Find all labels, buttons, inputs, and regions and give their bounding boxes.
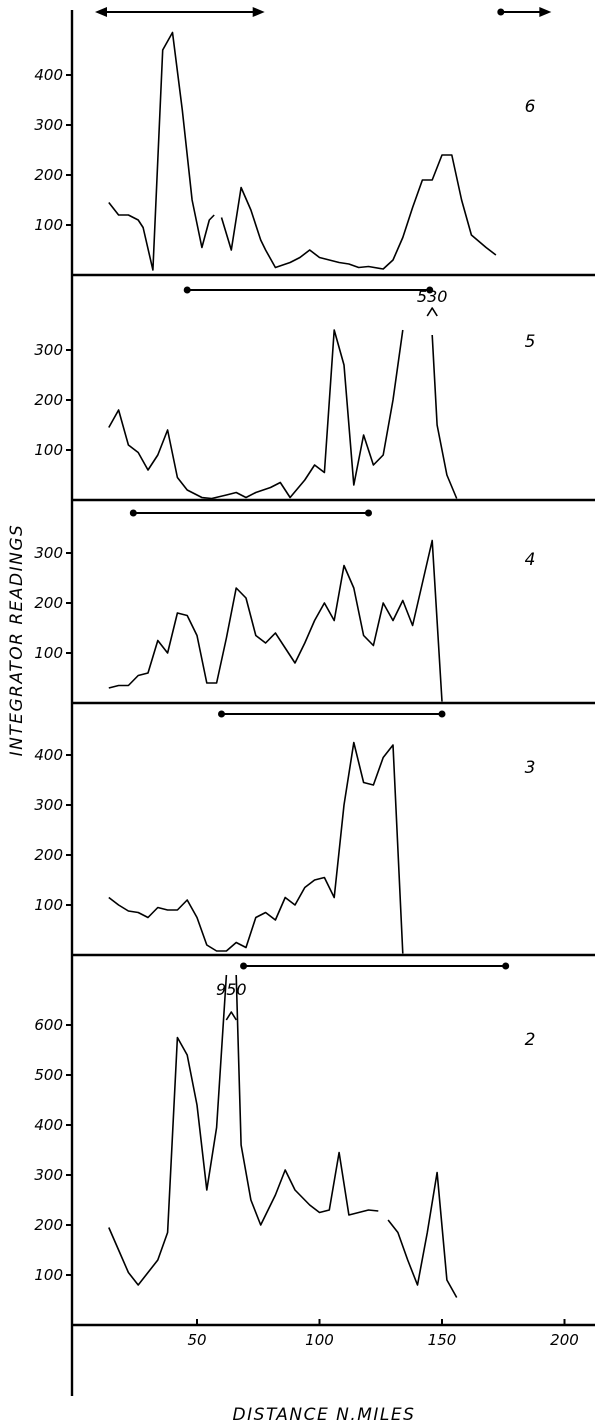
panel-3: 100 200 300 400 3 bbox=[34, 710, 595, 957]
y-tick-label: 100 bbox=[34, 216, 63, 234]
y-tick-label: 300 bbox=[34, 796, 63, 814]
panel-4: 100 200 300 4 bbox=[34, 509, 595, 705]
y-tick-label: 200 bbox=[34, 594, 63, 612]
range-bar-dot bbox=[365, 509, 372, 517]
y-tick-label: 600 bbox=[34, 1016, 63, 1034]
y-tick-label: 100 bbox=[34, 441, 63, 459]
x-tick-label: 50 bbox=[187, 1331, 206, 1349]
panel-5-series-segment bbox=[431, 334, 458, 499]
panel-label: 2 bbox=[525, 1030, 536, 1050]
y-axis-title: INTEGRATOR READINGS bbox=[7, 524, 27, 757]
panel-label: 6 bbox=[525, 97, 536, 117]
range-bar bbox=[218, 710, 446, 718]
y-tick-label: 500 bbox=[34, 1066, 63, 1084]
panel-6-series-segment bbox=[108, 31, 215, 271]
y-tick-label: 100 bbox=[34, 1266, 63, 1284]
arrow-right-icon bbox=[539, 7, 552, 17]
panel-label: 4 bbox=[525, 550, 536, 570]
y-tick-label: 400 bbox=[34, 1116, 63, 1134]
range-bar bbox=[240, 962, 510, 970]
peak-caret-icon bbox=[225, 1011, 237, 1021]
marks-layer: 100 200 300 400 6 530 100 200 300 5 100 200 300 4 100 2… bbox=[34, 7, 595, 1327]
peak-annotation: 950 bbox=[216, 980, 247, 999]
arrow-left-icon bbox=[95, 7, 107, 17]
panel-6-series-segment bbox=[220, 154, 497, 270]
panel-5: 100 200 300 5 bbox=[34, 286, 595, 502]
arrow-right-icon bbox=[252, 7, 265, 17]
x-tick-label: 200 bbox=[550, 1331, 579, 1349]
panel-6: 100 200 300 400 6 530 bbox=[34, 7, 595, 317]
y-tick-label: 400 bbox=[34, 746, 63, 764]
range-bar bbox=[129, 509, 372, 517]
y-tick-label: 300 bbox=[34, 116, 63, 134]
panel-label: 5 bbox=[525, 332, 536, 352]
panel-label: 3 bbox=[525, 758, 536, 778]
x-tick-label: 150 bbox=[428, 1331, 457, 1349]
y-tick-label: 200 bbox=[34, 391, 63, 409]
range-bar bbox=[95, 7, 265, 17]
range-bar-dot bbox=[129, 509, 137, 517]
panel-2-series-segment bbox=[235, 974, 379, 1226]
range-bar-dot bbox=[218, 710, 225, 718]
y-tick-label: 300 bbox=[34, 544, 63, 562]
y-tick-label: 300 bbox=[34, 1166, 63, 1184]
panel-4-series-segment bbox=[108, 539, 443, 702]
peak-caret-icon bbox=[426, 307, 438, 317]
panel-3-series-segment bbox=[108, 741, 404, 954]
range-bar bbox=[497, 7, 552, 17]
panel-2-series-segment bbox=[387, 1171, 458, 1298]
x-tick-label: 100 bbox=[305, 1331, 334, 1349]
range-bar-dot bbox=[438, 710, 446, 718]
range-bar-dot bbox=[240, 962, 248, 970]
y-tick-label: 200 bbox=[34, 166, 63, 184]
y-tick-label: 200 bbox=[34, 1216, 63, 1234]
range-bar-dot bbox=[497, 8, 505, 16]
panel-2-series-segment bbox=[108, 974, 228, 1286]
range-bar-dot bbox=[183, 286, 191, 294]
panel-2: 100 200 300 400 500 600 2 950 bbox=[34, 962, 595, 1327]
y-tick-label: 100 bbox=[34, 896, 63, 914]
x-axis-title: DISTANCE N.MILES bbox=[233, 1405, 416, 1425]
peak-annotation: 530 bbox=[417, 287, 448, 306]
y-tick-label: 400 bbox=[34, 66, 63, 84]
y-tick-label: 200 bbox=[34, 846, 63, 864]
y-tick-label: 300 bbox=[34, 341, 63, 359]
range-bar-dot bbox=[502, 962, 510, 970]
y-tick-label: 100 bbox=[34, 644, 63, 662]
range-bar bbox=[183, 286, 434, 294]
panel-5-series-segment bbox=[108, 329, 404, 500]
range-bar-dot bbox=[426, 286, 434, 294]
